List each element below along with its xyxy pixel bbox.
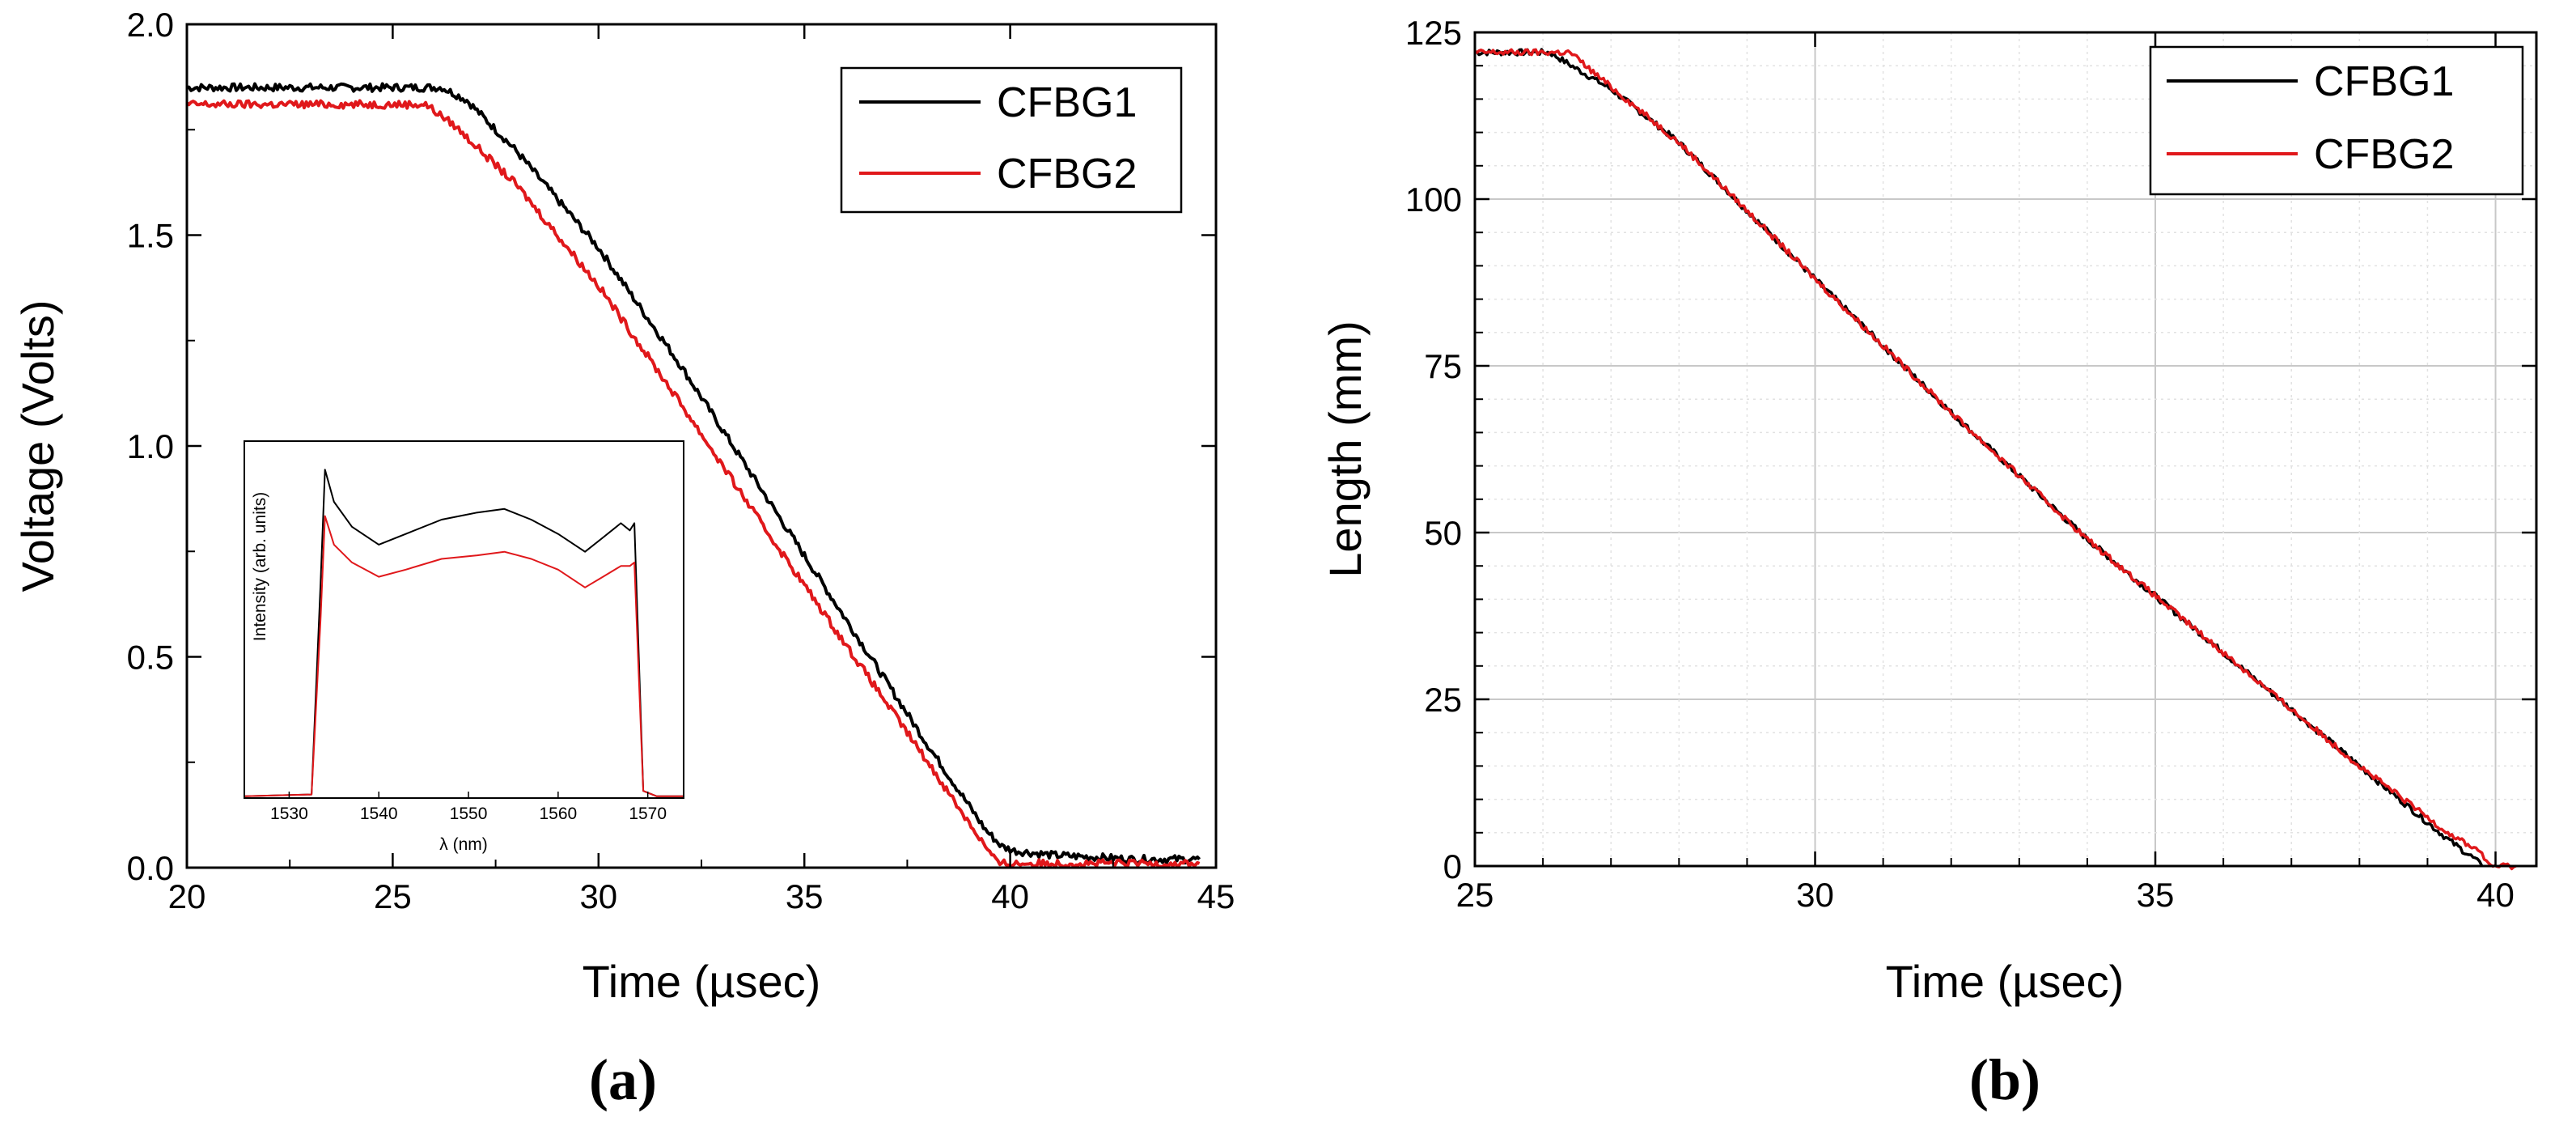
inset-plot-frame bbox=[244, 440, 684, 799]
panel-a-legend-label-cfbg2: CFBG2 bbox=[997, 151, 1137, 197]
panel-a-x-tick-label: 40 bbox=[991, 877, 1029, 915]
inset-x-axis-label: λ (nm) bbox=[439, 835, 488, 854]
inset-x-tick-label: 1540 bbox=[360, 805, 398, 823]
panel-b-label: (b) bbox=[1969, 1047, 2040, 1112]
panel-b-plot-frame bbox=[1473, 31, 2538, 868]
panel-a-legend-box bbox=[840, 66, 1183, 214]
panel-a-inset: 1530 1540 1550 1560 1570 λ (nm) Intensity (a… bbox=[244, 440, 684, 854]
panel-a-y-tick-label: 0.5 bbox=[127, 639, 174, 677]
inset-y-axis-label: Intensity (arb. units) bbox=[251, 492, 269, 641]
panel-b-legend-label-cfbg2: CFBG2 bbox=[2314, 131, 2454, 178]
panel-b-y-tick-label: 75 bbox=[1424, 347, 1462, 385]
panel-b-y-tick-label: 125 bbox=[1405, 14, 1462, 52]
panel-b-y-axis-label: Length (mm) bbox=[1320, 321, 1371, 577]
inset-x-tick-label: 1570 bbox=[629, 805, 667, 823]
panel-b-x-tick-label: 30 bbox=[1796, 876, 1834, 914]
inset-x-tick-label: 1560 bbox=[539, 805, 577, 823]
panel-b-y-tick-label: 50 bbox=[1424, 514, 1462, 552]
panel-a-y-tick-label: 1.5 bbox=[127, 217, 174, 255]
panel-b-legend: CFBG1 CFBG2 bbox=[2149, 45, 2524, 196]
panel-a-series-cfbg1-line bbox=[186, 82, 1201, 865]
panel-b-legend-box bbox=[2149, 45, 2524, 196]
panel-a-y-axis-label: Voltage (Volts) bbox=[12, 299, 63, 592]
inset-ticks: 1530 1540 1550 1560 1570 bbox=[270, 792, 667, 823]
panel-a-x-tick-label: 25 bbox=[374, 877, 412, 915]
panel-a-y-tick-label: 2.0 bbox=[127, 6, 174, 44]
inset-background bbox=[244, 441, 684, 798]
panel-b-y-tick-label: 100 bbox=[1405, 180, 1462, 219]
inset-data-layer bbox=[244, 469, 684, 797]
panel-a-x-tick-label: 20 bbox=[168, 877, 206, 915]
panel-a-x-tick-label: 45 bbox=[1197, 877, 1235, 915]
panel-a: 20 25 30 35 40 450.00.51.01.52.0 Time (µsec) … bbox=[12, 6, 1235, 1112]
panel-a-x-tick-label: 35 bbox=[786, 877, 824, 915]
panel-b-legend-label-cfbg1: CFBG1 bbox=[2314, 58, 2454, 105]
panel-a-y-tick-label: 1.0 bbox=[127, 427, 174, 465]
inset-series-cfbg1-line bbox=[244, 469, 684, 797]
inset-x-tick-label: 1530 bbox=[270, 805, 308, 823]
panel-a-label: (a) bbox=[589, 1047, 657, 1112]
panel-a-y-tick-label: 0.0 bbox=[127, 849, 174, 887]
panel-a-ticks: 20 25 30 35 40 45 0.0 0.5 1.0 1.5 2.0 bbox=[127, 6, 1235, 915]
inset-x-tick-label: 1550 bbox=[450, 805, 488, 823]
panel-b-x-tick-label: 25 bbox=[1456, 876, 1494, 914]
inset-series-cfbg2-line bbox=[244, 515, 684, 797]
panel-b-data-layer bbox=[1473, 48, 2517, 871]
panel-b-x-axis-label: Time (µsec) bbox=[1886, 956, 2125, 1007]
panel-b-x-tick-label: 40 bbox=[2476, 876, 2515, 914]
panel-a-legend-label-cfbg1: CFBG1 bbox=[997, 79, 1137, 126]
panel-a-legend: CFBG1 CFBG2 bbox=[840, 66, 1183, 214]
panel-a-x-tick-label: 30 bbox=[579, 877, 617, 915]
panel-a-data-layer bbox=[185, 82, 1201, 869]
panel-b-y-tick-label: 25 bbox=[1424, 681, 1462, 719]
panel-a-x-axis-label: Time (µsec) bbox=[583, 956, 821, 1007]
panel-b-x-tick-label: 35 bbox=[2137, 876, 2175, 914]
panel-b-y-tick-label: 0 bbox=[1443, 847, 1462, 885]
panel-b-series-cfbg2-line bbox=[1473, 48, 2517, 871]
panel-a-series-cfbg2-line bbox=[185, 99, 1201, 869]
